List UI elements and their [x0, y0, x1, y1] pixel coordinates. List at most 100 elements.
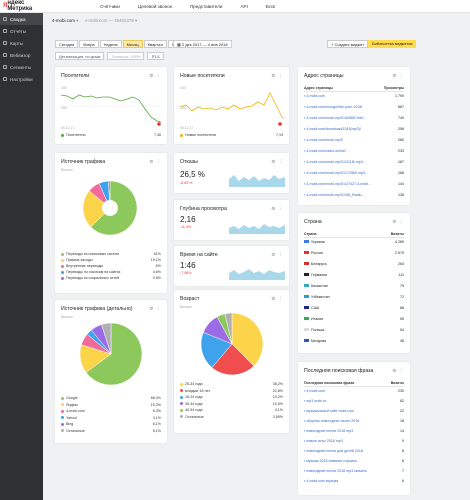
table-row[interactable]: ▪ новогодние песни для детей 2018 8	[304, 448, 404, 453]
pie-slice[interactable]	[200, 332, 233, 368]
table-row[interactable]: ▪ 4-mobi.com/mobi-mp3/1/bl885-%d0... 740	[304, 115, 404, 120]
widget-settings-icon[interactable]: ⚙ ⋮	[271, 159, 284, 164]
table-row[interactable]: ▪ 4-mobi.com/download/1343(mp3)/298	[304, 126, 404, 131]
breadcrumb: 4-mobi.com ▾ 4-mobi.com — 46462378 ▾	[52, 18, 138, 23]
table-row[interactable]: США 68	[304, 305, 404, 310]
table-row[interactable]: ▪ 4-mobi.com/mobi-mp3/1/17085/.mp3... 166	[304, 170, 404, 175]
widget-settings-icon[interactable]: ⚙ ⋮	[149, 73, 162, 78]
period-tab[interactable]: Вчера	[79, 40, 99, 48]
menu-icon	[3, 17, 7, 21]
detail-select[interactable]: Детализация: по дням	[55, 52, 105, 60]
table-row[interactable]: ▪ 4-mobi.com/mobi-mp3/280	[304, 137, 404, 142]
widget-library-button[interactable]: Библиотека виджетов	[368, 40, 417, 48]
pie-slice[interactable]	[211, 343, 255, 376]
flag-icon	[304, 305, 309, 309]
table-row[interactable]: ▪ новые хиты 2018 mp3 9	[304, 438, 404, 443]
table-row[interactable]: Россия 2 679	[304, 250, 404, 255]
legend-color	[61, 429, 64, 432]
widget-settings-icon[interactable]: ⚙ ⋮	[271, 252, 284, 257]
nav-link[interactable]: Представители	[189, 3, 223, 9]
flag-icon	[304, 283, 309, 287]
pie-slice[interactable]	[224, 312, 233, 345]
sidebar-item[interactable]: Сводка	[0, 13, 43, 25]
flag-icon	[304, 338, 309, 342]
sidebar-item[interactable]: Настройки	[0, 73, 43, 85]
table-row[interactable]: Италия 55	[304, 316, 404, 321]
table-row[interactable]: ▪ 4-mobi.com/mobi-mp3/1/27427-4-mobi... 1…	[304, 181, 404, 186]
table-row[interactable]: ▪ 4-mobi.com/mongol/the-porn-2018/667	[304, 104, 404, 109]
link-icon: ▪	[304, 458, 307, 463]
table-row[interactable]: ▪ новогодние песни 2018 mp3 14	[304, 428, 404, 433]
period-tab[interactable]: Сегодня	[55, 40, 79, 48]
depth-widget: Глубина просмотра ⚙ ⋮ 2,16 -11,4%	[174, 200, 289, 240]
widget-settings-icon[interactable]: ⚙ ⋮	[392, 368, 405, 373]
pie-slice[interactable]	[85, 322, 143, 386]
table-row[interactable]: ▪ 4-mobi.com/mobi-mp3/1/2118/.mp3... 167	[304, 159, 404, 164]
table-row[interactable]: ▪ 4-mobi.com/radio-online/233	[304, 148, 404, 153]
search-phrase-widget: Последняя поисковая фраза ⚙ ⋮ Последняя …	[298, 362, 410, 495]
widget-settings-icon[interactable]: ⚙ ⋮	[271, 73, 284, 78]
table-row[interactable]: ▪ 4-mobi.com/mobi-mp3/1/56_Radio... 138	[304, 192, 404, 197]
legend-color	[61, 422, 64, 426]
sidebar-item[interactable]: Вебвизор	[0, 49, 43, 61]
sidebar-item[interactable]: Карты	[0, 37, 43, 49]
table-row[interactable]: Германия 111	[304, 272, 404, 277]
depth-sparkline	[229, 224, 285, 234]
pie-slice[interactable]	[231, 312, 264, 367]
sidebar-item[interactable]: Сегменты	[0, 61, 43, 73]
widget-settings-icon[interactable]: ⚙ ⋮	[149, 306, 162, 311]
legend: Новые посетители 7,19	[180, 133, 283, 137]
widget-settings-icon[interactable]: ⚙ ⋮	[271, 206, 284, 211]
period-tab[interactable]: Квартал	[143, 40, 167, 48]
table-row[interactable]: Польша 54	[304, 327, 404, 332]
age-pie-chart	[200, 312, 264, 376]
nav-link[interactable]: Целевой звонок	[137, 3, 172, 9]
table-row[interactable]: Беларусь 264	[304, 261, 404, 266]
widget-settings-icon[interactable]: ⚙ ⋮	[392, 73, 405, 78]
pie-slice[interactable]	[82, 190, 111, 228]
table-row[interactable]: ▪ 4-mobi.com 230	[304, 388, 404, 393]
legend-item: Bing 6,1%	[61, 422, 161, 426]
segment-button[interactable]: ⚲ 1/1	[147, 52, 164, 60]
site-selector[interactable]: 4-mobi.com	[52, 18, 75, 23]
legend-item: 45-54 года 4,1%	[180, 408, 283, 412]
table-row[interactable]: ▪ 4-mobi.com музыка 6	[304, 478, 404, 483]
flag-icon	[304, 327, 309, 331]
widget-settings-icon[interactable]: ⚙ ⋮	[271, 296, 284, 301]
table-row[interactable]: ▪ сборник новогодних песен 2018 18	[304, 418, 404, 423]
table-row[interactable]: ▪ музыка 2018 новинки слушать 8	[304, 458, 404, 463]
period-tab[interactable]: Месяц	[122, 40, 143, 48]
nav-link[interactable]: Блог	[265, 3, 276, 9]
country-widget: Страна ⚙ ⋮ Страна Визиты Украина 4 289 Росс…	[298, 213, 410, 353]
visitors-line-chart	[61, 94, 161, 126]
widget-settings-icon[interactable]: ⚙ ⋮	[149, 159, 162, 164]
table-row[interactable]: Молдова 48	[304, 338, 404, 343]
link-icon: ▪	[304, 408, 307, 413]
table-row[interactable]: ▪ новогодние песни 2018 mp3 скачать 7	[304, 468, 404, 473]
table-row[interactable]: Украина 4 289	[304, 239, 404, 244]
table-row[interactable]: Казахстан 79	[304, 283, 404, 288]
date-range-button[interactable]: ▦ 2 дек 2017 — 4 янв 2018	[173, 40, 232, 48]
table-row[interactable]: ▪ mp3 mobi.ru 62	[304, 398, 404, 403]
table-row[interactable]: ▪ музыкальный сайт mobi.com 22	[304, 408, 404, 413]
nav-link[interactable]: Счётчики	[100, 3, 120, 9]
legend-item: Yahoo! 3,1%	[61, 416, 161, 420]
link-icon: ▪	[304, 478, 307, 483]
create-widget-button[interactable]: + Создать виджет	[327, 40, 369, 48]
table-row[interactable]: ▪ 4-mobi.com 1 790	[304, 93, 404, 98]
legend-color	[61, 409, 64, 413]
filters: Детализация: по дням Точность: 100% ⚲ 1/…	[55, 52, 164, 60]
nav-link[interactable]: API	[240, 3, 248, 9]
sidebar-item[interactable]: Отчёты	[0, 25, 43, 37]
table-row[interactable]: Узбекистан 72	[304, 294, 404, 299]
legend-color	[180, 382, 183, 386]
accuracy-select[interactable]: Точность: 100%	[107, 52, 145, 60]
widget-settings-icon[interactable]: ⚙ ⋮	[392, 219, 405, 224]
widget-title: Источник трафика	[61, 159, 106, 165]
traffic-pie-chart	[82, 180, 138, 236]
period-tab[interactable]: Неделя	[99, 40, 122, 48]
pie-slice[interactable]	[101, 322, 112, 355]
legend-color	[61, 403, 64, 406]
flag-icon	[304, 261, 309, 265]
